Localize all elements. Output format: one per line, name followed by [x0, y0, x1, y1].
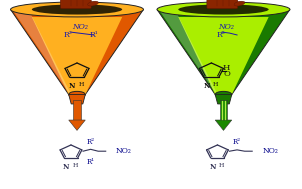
Ellipse shape: [11, 2, 143, 17]
Polygon shape: [32, 17, 122, 94]
Ellipse shape: [32, 4, 122, 15]
Text: N: N: [210, 163, 216, 171]
FancyBboxPatch shape: [63, 0, 83, 2]
Text: H: H: [219, 163, 224, 168]
Ellipse shape: [157, 2, 290, 17]
FancyBboxPatch shape: [60, 0, 91, 9]
Text: H: H: [72, 163, 78, 168]
Text: R²: R²: [233, 138, 241, 146]
Polygon shape: [215, 94, 232, 104]
Text: NO₂: NO₂: [219, 23, 234, 31]
Polygon shape: [69, 120, 85, 130]
Ellipse shape: [215, 91, 232, 98]
Text: NO₂: NO₂: [262, 147, 278, 155]
Polygon shape: [14, 11, 70, 93]
Ellipse shape: [178, 4, 269, 15]
Text: N: N: [69, 82, 76, 90]
Text: NO₂: NO₂: [72, 23, 88, 31]
Text: O: O: [223, 70, 230, 78]
Polygon shape: [69, 94, 85, 104]
Text: NO₂: NO₂: [116, 147, 132, 155]
FancyBboxPatch shape: [210, 0, 230, 2]
Ellipse shape: [88, 1, 98, 6]
Bar: [220, 100, 227, 120]
Text: H: H: [79, 82, 84, 87]
Text: R¹: R¹: [89, 31, 98, 39]
Text: N: N: [63, 163, 69, 171]
Text: H: H: [223, 64, 230, 72]
Text: R²: R²: [87, 138, 95, 146]
Ellipse shape: [69, 91, 85, 98]
Text: N: N: [204, 82, 210, 90]
Text: R¹: R¹: [87, 158, 95, 166]
Text: H: H: [213, 82, 218, 87]
Polygon shape: [11, 9, 143, 94]
FancyBboxPatch shape: [207, 0, 238, 9]
Ellipse shape: [234, 1, 245, 6]
Text: R²: R²: [216, 31, 225, 39]
Polygon shape: [157, 9, 290, 94]
Polygon shape: [178, 17, 269, 94]
Text: R²: R²: [64, 31, 72, 39]
Polygon shape: [160, 11, 217, 93]
Bar: [73, 100, 81, 120]
Polygon shape: [215, 120, 232, 130]
